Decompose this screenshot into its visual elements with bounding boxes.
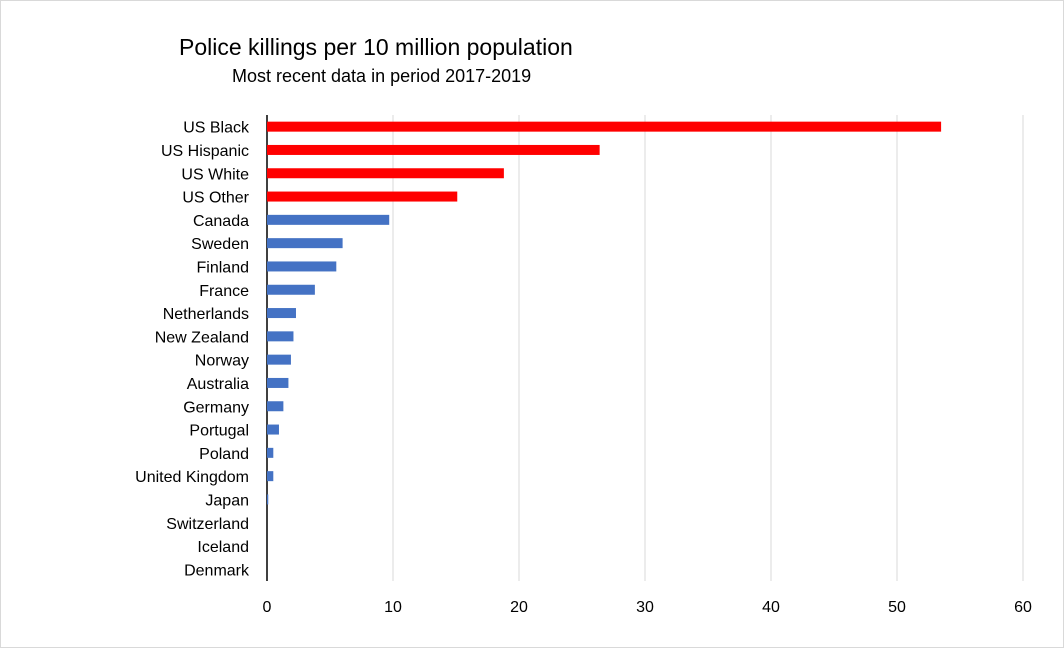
bar — [267, 331, 294, 342]
bar — [267, 191, 458, 202]
category-label: Canada — [193, 213, 249, 230]
category-label: New Zealand — [155, 329, 249, 346]
bar — [267, 447, 274, 458]
bar — [267, 284, 315, 295]
category-label: Poland — [199, 446, 249, 463]
chart-title: Police killings per 10 million populatio… — [179, 34, 573, 60]
category-label: Denmark — [184, 562, 250, 579]
category-label: Finland — [197, 259, 249, 276]
category-label: US Other — [182, 190, 249, 207]
category-label: Portugal — [189, 423, 249, 440]
bar — [267, 144, 600, 155]
bar — [267, 168, 504, 179]
chart-subtitle: Most recent data in period 2017-2019 — [232, 66, 531, 86]
category-label: US White — [181, 166, 249, 183]
category-label: Australia — [187, 376, 249, 393]
x-tick-label: 40 — [762, 599, 780, 616]
bar — [267, 401, 284, 412]
category-label: Japan — [205, 492, 249, 509]
category-label: Switzerland — [166, 516, 249, 533]
x-tick-label: 50 — [888, 599, 906, 616]
bar — [267, 261, 337, 272]
bar — [267, 424, 279, 435]
category-label: Iceland — [197, 539, 249, 556]
bar — [267, 121, 942, 132]
x-tick-label: 60 — [1014, 599, 1032, 616]
category-label: Netherlands — [163, 306, 249, 323]
x-tick-label: 10 — [384, 599, 402, 616]
category-label: Germany — [183, 399, 249, 416]
category-label: US Black — [183, 120, 250, 137]
bar — [267, 494, 269, 505]
bar — [267, 354, 291, 365]
x-tick-label: 30 — [636, 599, 654, 616]
category-label: Sweden — [191, 236, 249, 253]
bar — [267, 308, 296, 319]
category-label: United Kingdom — [135, 469, 249, 486]
bar — [267, 377, 289, 388]
category-label: France — [199, 283, 249, 300]
category-label: US Hispanic — [161, 143, 249, 160]
x-tick-label: 20 — [510, 599, 528, 616]
bar — [267, 471, 274, 482]
bar — [267, 238, 343, 249]
bar — [267, 214, 390, 225]
category-label: Norway — [195, 353, 249, 370]
x-tick-label: 0 — [263, 599, 272, 616]
